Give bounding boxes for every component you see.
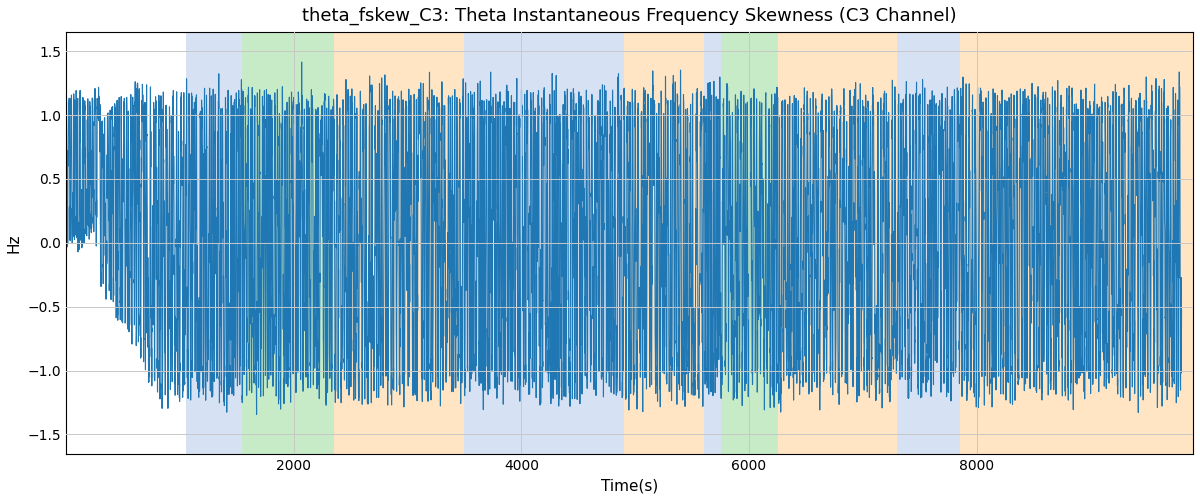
Bar: [624, 32, 703, 454]
Bar: [186, 32, 242, 454]
Bar: [334, 32, 464, 454]
Bar: [778, 32, 898, 454]
Bar: [242, 32, 334, 454]
Title: theta_fskew_C3: Theta Instantaneous Frequency Skewness (C3 Channel): theta_fskew_C3: Theta Instantaneous Freq…: [302, 7, 956, 25]
Bar: [703, 32, 720, 454]
Y-axis label: Hz: Hz: [7, 233, 22, 252]
X-axis label: Time(s): Time(s): [601, 478, 658, 493]
Bar: [464, 32, 624, 454]
Bar: [960, 32, 1062, 454]
Bar: [898, 32, 960, 454]
Bar: [720, 32, 778, 454]
Bar: [1062, 32, 1193, 454]
